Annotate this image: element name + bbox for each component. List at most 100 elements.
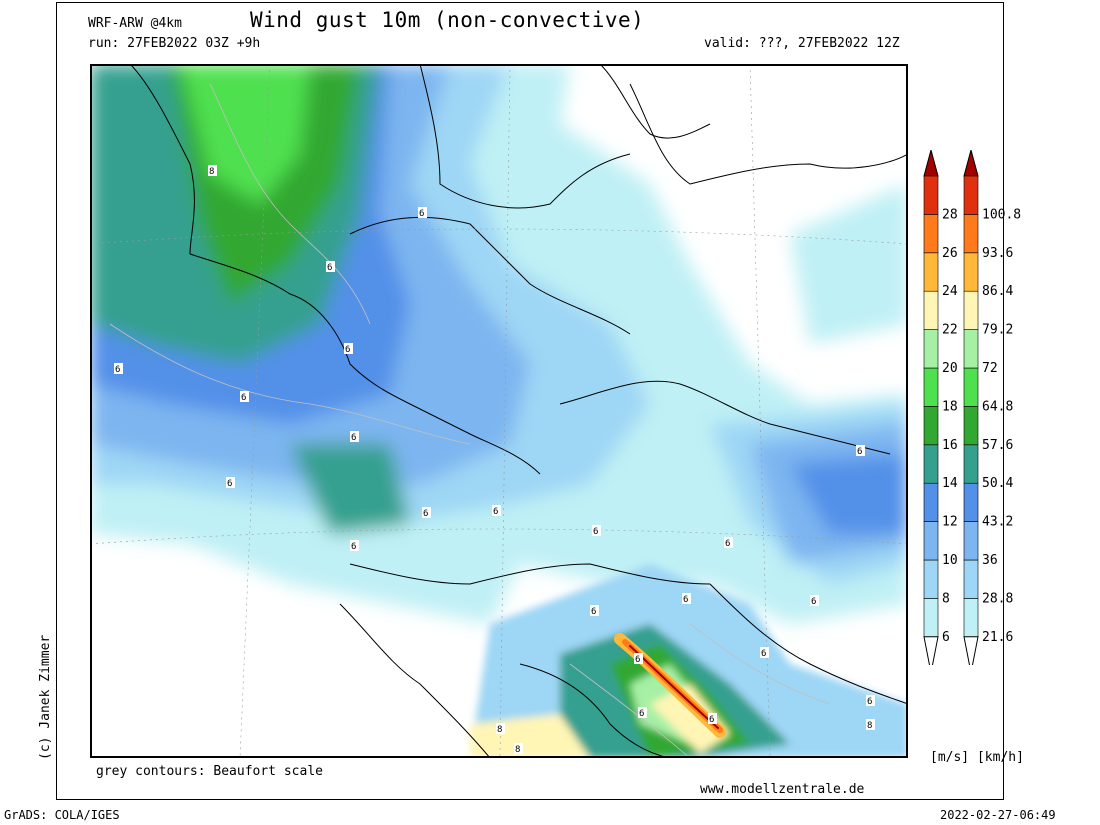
legend-ms-label: 6 xyxy=(942,630,950,645)
beaufort-label: 6 xyxy=(857,447,862,457)
beaufort-label-bg xyxy=(638,707,647,718)
legend-kmh-label: 86.4 xyxy=(982,284,1013,299)
beaufort-labels: 8 6 6 6 6 6 6 6 6 6 6 6 6 6 6 6 6 6 6 6 8 8 8 6 6 xyxy=(114,165,875,755)
legend-kmh-label: 79.2 xyxy=(982,323,1013,338)
southern-gust-zone xyxy=(470,564,908,758)
color-legend: 6 8 10 12 14 16 18 20 22 24 26 28 21.6 28.8 36 43.2 50.4… xyxy=(923,150,1021,665)
legend-swatch xyxy=(923,252,939,292)
beaufort-label-bg xyxy=(344,343,353,354)
legend-swatch xyxy=(923,290,939,330)
legend-swatch xyxy=(923,482,939,522)
graticule xyxy=(90,64,908,758)
wind-gust-map: 8 6 6 6 6 6 6 6 6 6 6 6 6 6 6 6 6 6 6 6 8 8 8 6 6 xyxy=(90,64,908,758)
legend-swatch xyxy=(923,406,939,446)
legend-kmh-label: 64.8 xyxy=(982,399,1013,414)
legend-ms-label: 26 xyxy=(942,246,958,261)
model-label: WRF-ARW @4km xyxy=(88,16,182,31)
beaufort-label-bg xyxy=(240,391,249,402)
legend-kmh-label: 50.4 xyxy=(982,476,1013,491)
units-label: [m/s] [km/h] xyxy=(930,750,1024,765)
legend-kmh-label: 100.8 xyxy=(982,207,1021,222)
beaufort-label-bg xyxy=(866,695,875,706)
legend-top-arrow xyxy=(923,150,939,177)
beaufort-label: 6 xyxy=(227,479,232,489)
legend-kmh-bar xyxy=(963,150,979,665)
beaufort-label-bg xyxy=(350,431,359,442)
legend-kmh-label: 93.6 xyxy=(982,246,1013,261)
beaufort-label: 8 xyxy=(209,167,214,177)
beaufort-label: 6 xyxy=(241,393,246,403)
legend-kmh-label: 36 xyxy=(982,553,998,568)
beaufort-label: 6 xyxy=(327,263,332,273)
beaufort-label-bg xyxy=(514,743,523,754)
beaufort-label: 6 xyxy=(351,433,356,443)
beaufort-label: 6 xyxy=(709,715,714,725)
beaufort-label: 6 xyxy=(419,209,424,219)
beaufort-label-bg xyxy=(708,713,717,724)
beaufort-label-bg xyxy=(350,540,359,551)
legend-ms-label: 22 xyxy=(942,323,958,338)
legend-bottom-arrow xyxy=(963,636,979,665)
beaufort-label-bg xyxy=(226,477,235,488)
legend-ms-label: 8 xyxy=(942,591,950,606)
beaufort-label: 6 xyxy=(635,655,640,665)
legend-swatch xyxy=(963,329,979,369)
legend-ms-label: 24 xyxy=(942,284,958,299)
copyright-label: (c) Janek Zimmer xyxy=(38,634,53,760)
map-border xyxy=(90,64,908,758)
beaufort-label: 6 xyxy=(725,539,730,549)
beaufort-label-bg xyxy=(856,445,865,456)
legend-ms-label: 28 xyxy=(942,207,958,222)
beaufort-label: 6 xyxy=(867,697,872,707)
beaufort-label: 6 xyxy=(591,607,596,617)
beaufort-label: 6 xyxy=(683,595,688,605)
beaufort-label-bg xyxy=(208,165,217,176)
beaufort-label-bg xyxy=(760,647,769,658)
legend-labels: 6 8 10 12 14 16 18 20 22 24 26 28 21.6 28.8 36 43.2 50.4… xyxy=(942,207,1021,644)
map-title: Wind gust 10m (non-convective) xyxy=(250,8,645,32)
beaufort-label-bg xyxy=(492,505,501,516)
legend-swatch xyxy=(923,559,939,599)
beaufort-label: 6 xyxy=(493,507,498,517)
legend-ms-label: 16 xyxy=(942,438,958,453)
legend-swatch xyxy=(923,444,939,484)
wind-field xyxy=(90,64,908,624)
beaufort-label-bg xyxy=(114,363,123,374)
beaufort-label: 8 xyxy=(515,745,520,755)
legend-swatch xyxy=(963,598,979,638)
beaufort-label: 6 xyxy=(593,527,598,537)
legend-ms-bar xyxy=(923,150,939,665)
legend-swatch xyxy=(963,559,979,599)
legend-swatch xyxy=(923,367,939,407)
contour-note: grey contours: Beaufort scale xyxy=(96,764,323,779)
run-label: run: 27FEB2022 03Z +9h xyxy=(88,36,261,51)
legend-swatch xyxy=(963,367,979,407)
grads-label: GrADS: COLA/IGES xyxy=(4,808,120,822)
legend-kmh-label: 43.2 xyxy=(982,515,1013,530)
legend-bottom-arrow xyxy=(923,636,939,665)
legend-swatch xyxy=(923,329,939,369)
beaufort-label-bg xyxy=(326,261,335,272)
beaufort-label: 6 xyxy=(115,365,120,375)
legend-ms-label: 20 xyxy=(942,361,958,376)
beaufort-label-bg xyxy=(634,653,643,664)
legend-swatch xyxy=(923,521,939,561)
beaufort-label-bg xyxy=(422,507,431,518)
beaufort-label-bg xyxy=(866,719,875,730)
legend-swatch xyxy=(963,214,979,254)
legend-swatch xyxy=(963,521,979,561)
beaufort-label: 6 xyxy=(639,709,644,719)
legend-swatch xyxy=(923,175,939,215)
beaufort-label-bg xyxy=(810,595,819,606)
legend-swatch xyxy=(923,598,939,638)
beaufort-label: 8 xyxy=(867,721,872,731)
beaufort-label: 6 xyxy=(761,649,766,659)
beaufort-label: 6 xyxy=(345,345,350,355)
legend-swatch xyxy=(963,252,979,292)
beaufort-label: 6 xyxy=(423,509,428,519)
beaufort-label-bg xyxy=(724,537,733,548)
legend-kmh-label: 28.8 xyxy=(982,591,1013,606)
legend-swatch xyxy=(923,214,939,254)
legend-ms-label: 10 xyxy=(942,553,958,568)
beaufort-label: 6 xyxy=(811,597,816,607)
